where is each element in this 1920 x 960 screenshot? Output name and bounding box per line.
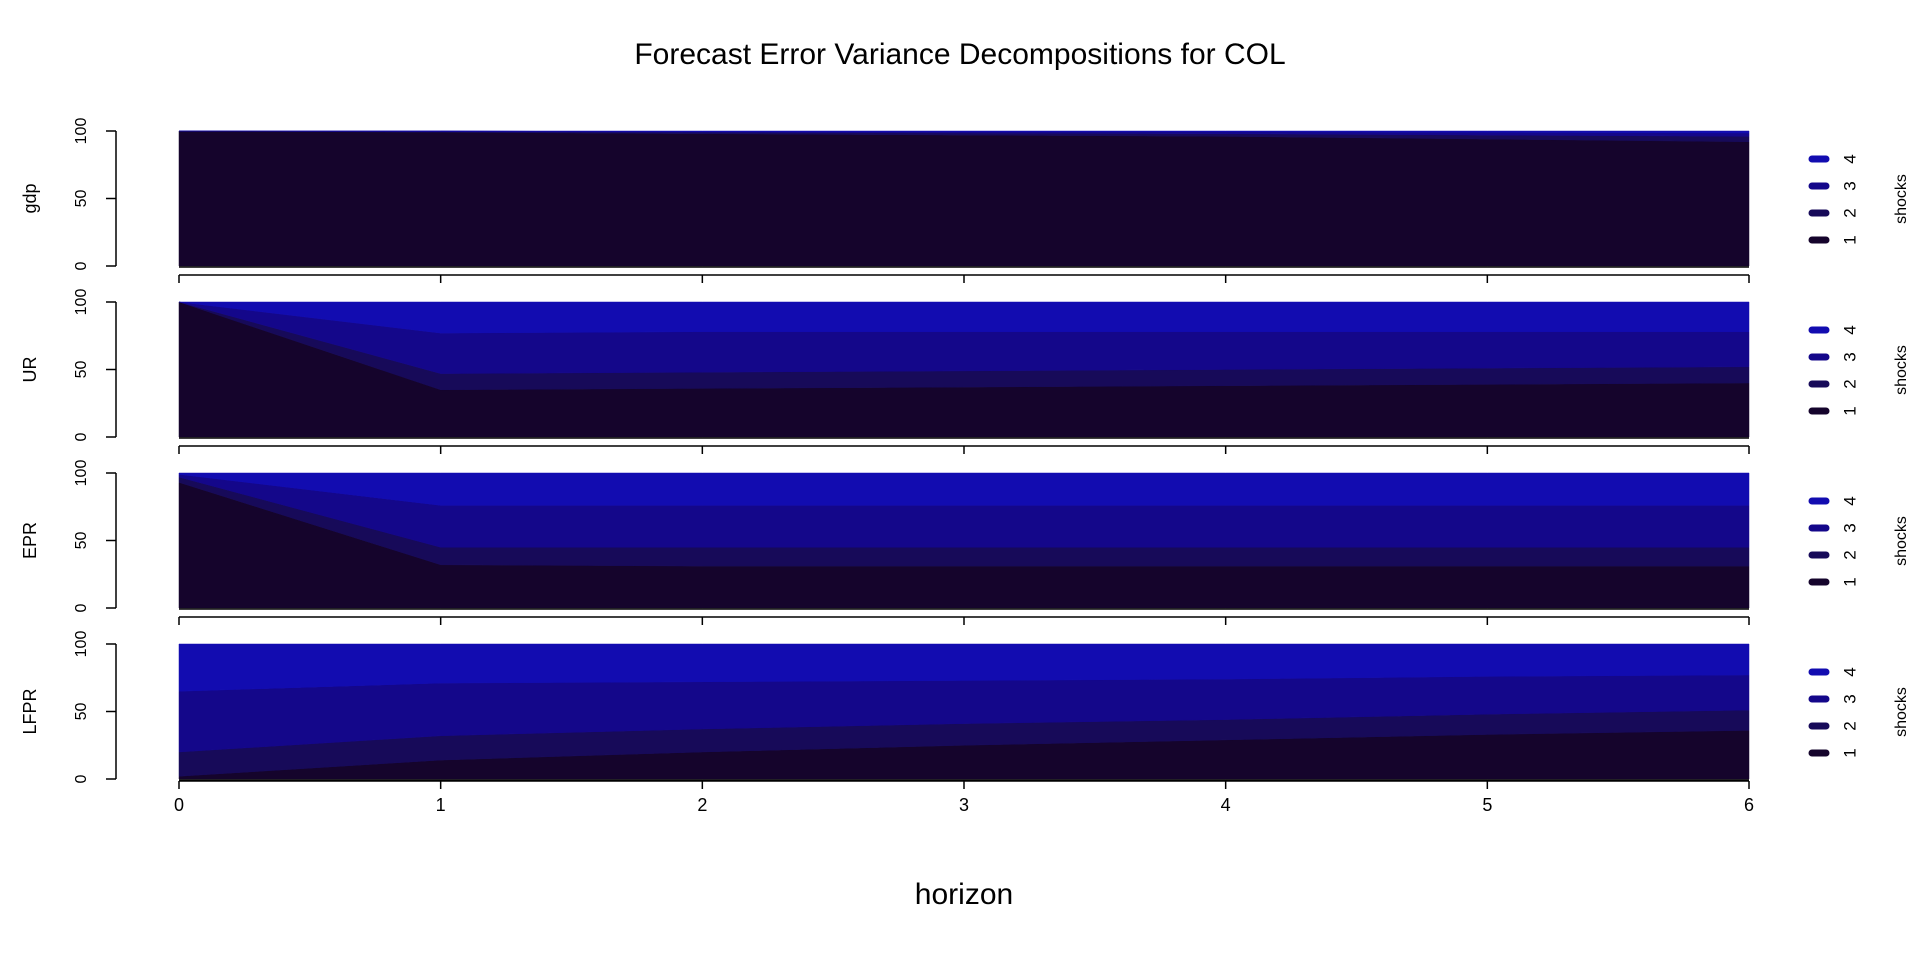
x-tick-label: 4 (1221, 795, 1231, 815)
legend-label-2: 2 (1840, 721, 1859, 730)
x-tick-label: 6 (1744, 795, 1754, 815)
y-tick-label: 0 (73, 603, 90, 612)
y-tick-label: 100 (73, 118, 90, 145)
legend-label-4: 4 (1840, 496, 1859, 505)
y-tick-label: 50 (73, 190, 90, 208)
x-tick-label: 2 (697, 795, 707, 815)
y-tick-label: 0 (73, 261, 90, 270)
y-axis-label-epr: EPR (20, 522, 40, 559)
legend-title: shocks (1893, 687, 1910, 737)
legend-label-4: 4 (1840, 154, 1859, 163)
area-gdp-shock-4 (179, 130, 1750, 134)
legend-label-3: 3 (1840, 181, 1859, 190)
y-tick-label: 50 (73, 532, 90, 550)
legend-label-3: 3 (1840, 352, 1859, 361)
legend-label-2: 2 (1840, 379, 1859, 388)
y-tick-label: 100 (73, 460, 90, 487)
y-tick-label: 100 (73, 289, 90, 316)
legend-label-1: 1 (1840, 748, 1859, 757)
area-gdp-shock-1 (178, 130, 1750, 267)
y-tick-label: 50 (73, 361, 90, 379)
legend-label-3: 3 (1840, 694, 1859, 703)
legend-title: shocks (1893, 345, 1910, 395)
legend-label-2: 2 (1840, 550, 1859, 559)
legend-label-4: 4 (1840, 325, 1859, 334)
area-lfpr-shock-4 (178, 643, 1750, 692)
y-axis-label-gdp: gdp (20, 183, 40, 213)
x-tick-label: 3 (959, 795, 969, 815)
y-tick-label: 100 (73, 631, 90, 658)
y-tick-label: 50 (73, 703, 90, 721)
y-axis-label-ur: UR (20, 357, 40, 383)
x-axis-label: horizon (914, 878, 1014, 911)
x-tick-label: 1 (436, 795, 446, 815)
x-tick-label: 0 (174, 795, 184, 815)
y-tick-label: 0 (73, 432, 90, 441)
legend-label-4: 4 (1840, 667, 1859, 676)
y-tick-label: 0 (73, 774, 90, 783)
legend-title: shocks (1893, 516, 1910, 566)
y-axis-label-lfpr: LFPR (20, 688, 40, 734)
chart-title: Forecast Error Variance Decompositions f… (634, 38, 1286, 71)
legend-label-1: 1 (1840, 406, 1859, 415)
legend-title: shocks (1893, 174, 1910, 224)
x-tick-label: 5 (1482, 795, 1492, 815)
legend-label-1: 1 (1840, 577, 1859, 586)
area-ur-shock-4 (178, 301, 1750, 334)
legend-label-3: 3 (1840, 523, 1859, 532)
legend-label-1: 1 (1840, 235, 1859, 244)
area-epr-shock-4 (178, 472, 1750, 506)
legend-label-2: 2 (1840, 208, 1859, 217)
